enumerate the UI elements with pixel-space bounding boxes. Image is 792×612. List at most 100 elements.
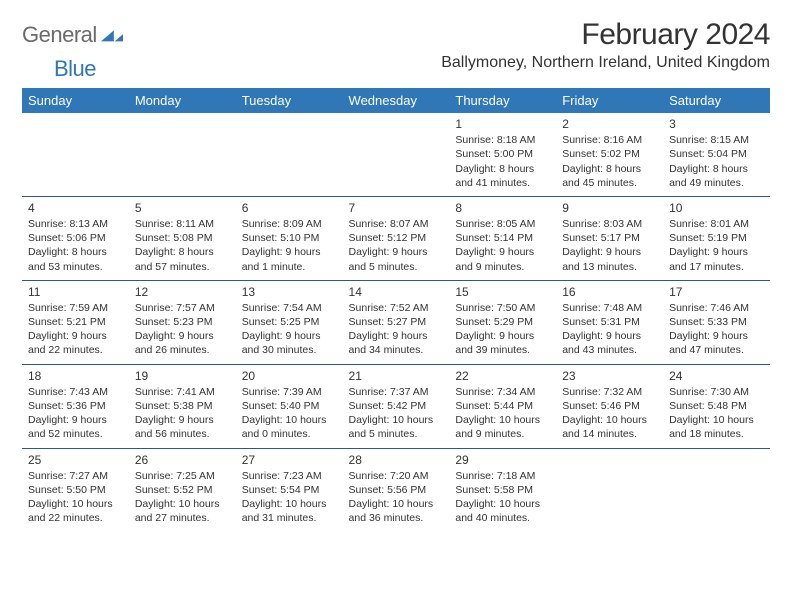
empty-cell bbox=[663, 448, 770, 531]
sunrise-line: Sunrise: 7:41 AM bbox=[135, 385, 230, 399]
sunset-line: Sunset: 5:44 PM bbox=[455, 399, 550, 413]
day-cell: 27Sunrise: 7:23 AMSunset: 5:54 PMDayligh… bbox=[236, 448, 343, 531]
day-number: 13 bbox=[242, 284, 337, 300]
daylight-line: Daylight: 10 hours and 36 minutes. bbox=[349, 497, 444, 525]
logo-triangle-icon bbox=[101, 28, 123, 42]
weekday-header: Monday bbox=[129, 88, 236, 113]
sunset-line: Sunset: 5:31 PM bbox=[562, 315, 657, 329]
calendar-row: 18Sunrise: 7:43 AMSunset: 5:36 PMDayligh… bbox=[22, 364, 770, 448]
daylight-line: Daylight: 8 hours and 53 minutes. bbox=[28, 245, 123, 273]
day-number: 21 bbox=[349, 368, 444, 384]
day-number: 15 bbox=[455, 284, 550, 300]
day-cell: 25Sunrise: 7:27 AMSunset: 5:50 PMDayligh… bbox=[22, 448, 129, 531]
empty-cell bbox=[129, 113, 236, 196]
sunset-line: Sunset: 5:46 PM bbox=[562, 399, 657, 413]
calendar-page: General February 2024 Ballymoney, Northe… bbox=[0, 0, 792, 541]
title-block: February 2024 Ballymoney, Northern Irela… bbox=[441, 18, 770, 72]
daylight-line: Daylight: 10 hours and 40 minutes. bbox=[455, 497, 550, 525]
daylight-line: Daylight: 9 hours and 22 minutes. bbox=[28, 329, 123, 357]
sunrise-line: Sunrise: 7:50 AM bbox=[455, 301, 550, 315]
day-number: 12 bbox=[135, 284, 230, 300]
daylight-line: Daylight: 10 hours and 5 minutes. bbox=[349, 413, 444, 441]
day-cell: 18Sunrise: 7:43 AMSunset: 5:36 PMDayligh… bbox=[22, 364, 129, 448]
day-number: 6 bbox=[242, 200, 337, 216]
empty-cell bbox=[236, 113, 343, 196]
sunrise-line: Sunrise: 7:54 AM bbox=[242, 301, 337, 315]
day-cell: 10Sunrise: 8:01 AMSunset: 5:19 PMDayligh… bbox=[663, 196, 770, 280]
sunset-line: Sunset: 5:33 PM bbox=[669, 315, 764, 329]
weekday-header: Wednesday bbox=[343, 88, 450, 113]
daylight-line: Daylight: 10 hours and 31 minutes. bbox=[242, 497, 337, 525]
sunset-line: Sunset: 5:08 PM bbox=[135, 231, 230, 245]
daylight-line: Daylight: 10 hours and 14 minutes. bbox=[562, 413, 657, 441]
daylight-line: Daylight: 9 hours and 26 minutes. bbox=[135, 329, 230, 357]
day-number: 5 bbox=[135, 200, 230, 216]
empty-cell bbox=[343, 113, 450, 196]
sunrise-line: Sunrise: 7:46 AM bbox=[669, 301, 764, 315]
day-number: 25 bbox=[28, 452, 123, 468]
sunset-line: Sunset: 5:36 PM bbox=[28, 399, 123, 413]
sunrise-line: Sunrise: 8:11 AM bbox=[135, 217, 230, 231]
sunrise-line: Sunrise: 8:05 AM bbox=[455, 217, 550, 231]
sunrise-line: Sunrise: 7:25 AM bbox=[135, 469, 230, 483]
day-number: 9 bbox=[562, 200, 657, 216]
daylight-line: Daylight: 9 hours and 52 minutes. bbox=[28, 413, 123, 441]
sunset-line: Sunset: 5:06 PM bbox=[28, 231, 123, 245]
sunrise-line: Sunrise: 8:03 AM bbox=[562, 217, 657, 231]
sunset-line: Sunset: 5:23 PM bbox=[135, 315, 230, 329]
daylight-line: Daylight: 9 hours and 17 minutes. bbox=[669, 245, 764, 273]
day-number: 19 bbox=[135, 368, 230, 384]
daylight-line: Daylight: 8 hours and 41 minutes. bbox=[455, 162, 550, 190]
day-cell: 15Sunrise: 7:50 AMSunset: 5:29 PMDayligh… bbox=[449, 280, 556, 364]
day-cell: 14Sunrise: 7:52 AMSunset: 5:27 PMDayligh… bbox=[343, 280, 450, 364]
weekday-header: Saturday bbox=[663, 88, 770, 113]
day-number: 10 bbox=[669, 200, 764, 216]
empty-cell bbox=[556, 448, 663, 531]
daylight-line: Daylight: 10 hours and 0 minutes. bbox=[242, 413, 337, 441]
sunrise-line: Sunrise: 7:20 AM bbox=[349, 469, 444, 483]
day-cell: 5Sunrise: 8:11 AMSunset: 5:08 PMDaylight… bbox=[129, 196, 236, 280]
day-cell: 4Sunrise: 8:13 AMSunset: 5:06 PMDaylight… bbox=[22, 196, 129, 280]
sunset-line: Sunset: 5:12 PM bbox=[349, 231, 444, 245]
day-number: 1 bbox=[455, 116, 550, 132]
sunrise-line: Sunrise: 8:01 AM bbox=[669, 217, 764, 231]
sunrise-line: Sunrise: 7:32 AM bbox=[562, 385, 657, 399]
day-number: 22 bbox=[455, 368, 550, 384]
day-number: 2 bbox=[562, 116, 657, 132]
daylight-line: Daylight: 10 hours and 27 minutes. bbox=[135, 497, 230, 525]
daylight-line: Daylight: 8 hours and 49 minutes. bbox=[669, 162, 764, 190]
daylight-line: Daylight: 9 hours and 43 minutes. bbox=[562, 329, 657, 357]
day-number: 24 bbox=[669, 368, 764, 384]
empty-cell bbox=[22, 113, 129, 196]
daylight-line: Daylight: 9 hours and 39 minutes. bbox=[455, 329, 550, 357]
day-number: 18 bbox=[28, 368, 123, 384]
sunrise-line: Sunrise: 7:18 AM bbox=[455, 469, 550, 483]
weekday-header: Thursday bbox=[449, 88, 556, 113]
day-cell: 24Sunrise: 7:30 AMSunset: 5:48 PMDayligh… bbox=[663, 364, 770, 448]
sunset-line: Sunset: 5:40 PM bbox=[242, 399, 337, 413]
day-cell: 29Sunrise: 7:18 AMSunset: 5:58 PMDayligh… bbox=[449, 448, 556, 531]
calendar-row: 11Sunrise: 7:59 AMSunset: 5:21 PMDayligh… bbox=[22, 280, 770, 364]
sunrise-line: Sunrise: 8:09 AM bbox=[242, 217, 337, 231]
sunset-line: Sunset: 5:00 PM bbox=[455, 147, 550, 161]
sunset-line: Sunset: 5:54 PM bbox=[242, 483, 337, 497]
day-number: 14 bbox=[349, 284, 444, 300]
day-cell: 6Sunrise: 8:09 AMSunset: 5:10 PMDaylight… bbox=[236, 196, 343, 280]
daylight-line: Daylight: 9 hours and 34 minutes. bbox=[349, 329, 444, 357]
day-cell: 23Sunrise: 7:32 AMSunset: 5:46 PMDayligh… bbox=[556, 364, 663, 448]
sunrise-line: Sunrise: 7:34 AM bbox=[455, 385, 550, 399]
sunrise-line: Sunrise: 8:18 AM bbox=[455, 133, 550, 147]
sunset-line: Sunset: 5:10 PM bbox=[242, 231, 337, 245]
sunset-line: Sunset: 5:50 PM bbox=[28, 483, 123, 497]
brand-part2: Blue bbox=[54, 56, 96, 82]
day-cell: 12Sunrise: 7:57 AMSunset: 5:23 PMDayligh… bbox=[129, 280, 236, 364]
daylight-line: Daylight: 9 hours and 56 minutes. bbox=[135, 413, 230, 441]
sunrise-line: Sunrise: 7:30 AM bbox=[669, 385, 764, 399]
day-cell: 9Sunrise: 8:03 AMSunset: 5:17 PMDaylight… bbox=[556, 196, 663, 280]
calendar-row: 1Sunrise: 8:18 AMSunset: 5:00 PMDaylight… bbox=[22, 113, 770, 196]
sunrise-line: Sunrise: 7:57 AM bbox=[135, 301, 230, 315]
daylight-line: Daylight: 10 hours and 9 minutes. bbox=[455, 413, 550, 441]
daylight-line: Daylight: 8 hours and 57 minutes. bbox=[135, 245, 230, 273]
sunset-line: Sunset: 5:42 PM bbox=[349, 399, 444, 413]
day-number: 28 bbox=[349, 452, 444, 468]
